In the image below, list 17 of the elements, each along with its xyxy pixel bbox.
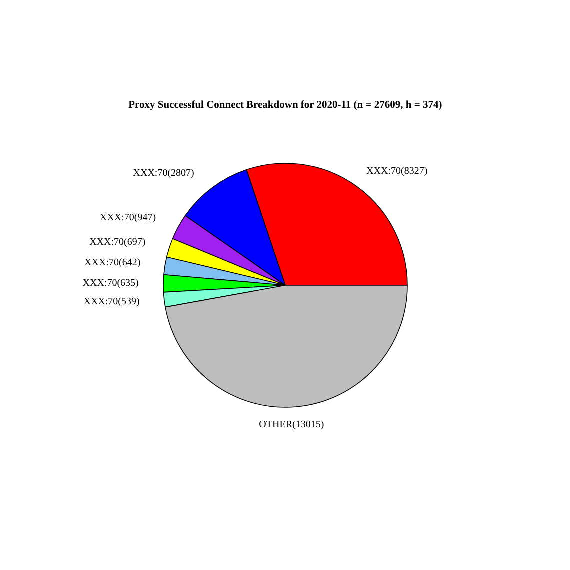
slice-label: XXX:70 — [100, 212, 134, 224]
slice-label: XXX:70 — [366, 166, 402, 178]
slice-label: XXX:70 — [82, 278, 118, 289]
data-label: (642) — [119, 258, 141, 269]
data-label: (8327) — [400, 166, 428, 178]
slice-label: XXX:70 — [133, 168, 168, 179]
data-label: (697) — [124, 236, 146, 248]
slice-label: OTHER — [259, 420, 293, 431]
slice-label: XXX:70 — [90, 236, 124, 248]
data-label: (13015) — [292, 420, 324, 431]
data-label: (635) — [117, 278, 139, 289]
data-label: (947) — [134, 212, 156, 224]
data-label: (539) — [118, 296, 140, 308]
chart-title: Proxy Successful Connect Breakdown for 2020-11 (n = 27609, h = 374) — [128, 100, 443, 111]
data-label: (2807) — [168, 168, 194, 179]
slice-label: XXX:70 — [84, 258, 120, 269]
slice-label: XXX:70 — [84, 296, 118, 308]
